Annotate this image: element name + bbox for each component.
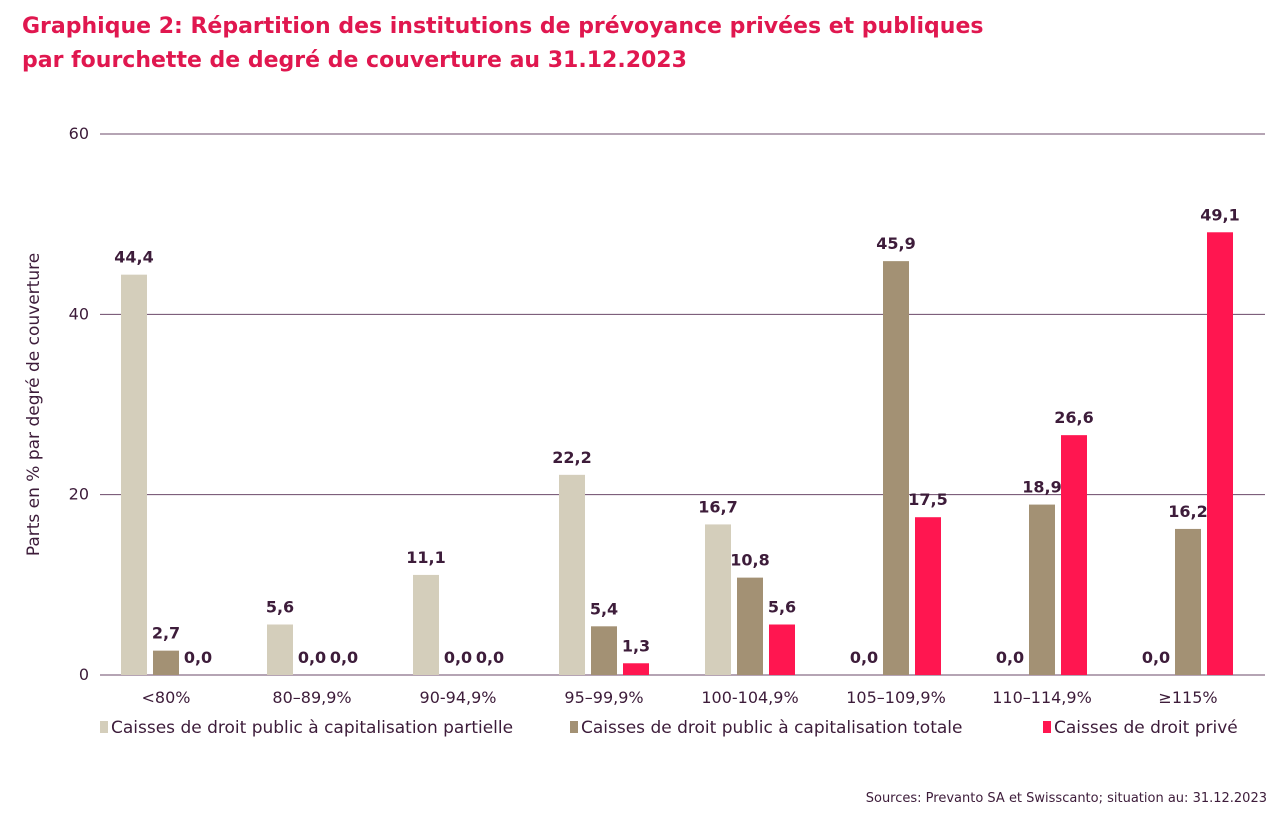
- data-label: 0,0: [444, 648, 472, 667]
- data-label: 0,0: [996, 648, 1024, 667]
- bar: [121, 274, 147, 675]
- bar: [413, 574, 439, 675]
- legend-label: Caisses de droit public à capitalisation…: [581, 718, 962, 738]
- bar: [1061, 435, 1087, 675]
- x-tick-label: <80%: [142, 688, 191, 707]
- bar: [737, 577, 763, 675]
- x-tick-label: ≥115%: [1158, 688, 1217, 707]
- bar: [623, 663, 649, 675]
- x-tick-label: 90-94,9%: [420, 688, 497, 707]
- data-label: 16,2: [1168, 502, 1207, 521]
- chart-title-line1: Graphique 2: Répartition des institution…: [22, 14, 984, 39]
- bar: [883, 261, 909, 675]
- x-tick-label: 80–89,9%: [272, 688, 351, 707]
- y-tick-label: 0: [79, 665, 89, 684]
- data-label: 2,7: [152, 624, 180, 643]
- chart-title-line2: par fourchette de degré de couverture au…: [22, 48, 687, 73]
- bar: [153, 650, 179, 675]
- data-label: 10,8: [730, 551, 769, 570]
- data-label: 5,6: [768, 598, 796, 617]
- source-note: Sources: Prevanto SA et Swisscanto; situ…: [865, 791, 1267, 806]
- bar: [1207, 232, 1233, 675]
- bar: [1029, 504, 1055, 675]
- data-label: 26,6: [1054, 408, 1093, 427]
- x-tick-label: 110–114,9%: [992, 688, 1092, 707]
- bar: [915, 517, 941, 675]
- data-label: 44,4: [114, 248, 153, 267]
- data-label: 5,4: [590, 599, 618, 618]
- legend-label: Caisses de droit privé: [1054, 718, 1238, 738]
- bar: [559, 474, 585, 675]
- y-tick-label: 40: [69, 304, 89, 323]
- data-label: 0,0: [184, 648, 212, 667]
- y-tick-label: 20: [69, 485, 89, 504]
- bar: [1175, 528, 1201, 675]
- legend-swatch: [570, 721, 578, 733]
- chart-title: Graphique 2: Répartition des institution…: [22, 10, 1262, 78]
- x-tick-label: 105–109,9%: [846, 688, 946, 707]
- legend-swatch: [100, 721, 108, 733]
- data-label: 22,2: [552, 448, 591, 467]
- bar: [769, 624, 795, 675]
- legend-label: Caisses de droit public à capitalisation…: [111, 718, 513, 738]
- data-label: 17,5: [908, 490, 947, 509]
- x-tick-label: 95–99,9%: [564, 688, 643, 707]
- data-label: 0,0: [330, 648, 358, 667]
- y-axis-label: Parts en % par degré de couverture: [24, 253, 44, 556]
- bar: [591, 626, 617, 675]
- data-label: 0,0: [298, 648, 326, 667]
- data-label: 49,1: [1200, 205, 1239, 224]
- bar: [267, 624, 293, 675]
- x-tick-label: 100-104,9%: [701, 688, 798, 707]
- y-tick-label: 60: [69, 124, 89, 143]
- data-label: 0,0: [1142, 648, 1170, 667]
- data-label: 0,0: [476, 648, 504, 667]
- data-label: 1,3: [622, 636, 650, 655]
- data-label: 16,7: [698, 497, 737, 516]
- legend-swatch: [1043, 721, 1051, 733]
- data-label: 11,1: [406, 548, 445, 567]
- data-label: 18,9: [1022, 478, 1061, 497]
- data-label: 0,0: [850, 648, 878, 667]
- data-label: 45,9: [876, 234, 915, 253]
- bar: [705, 524, 731, 675]
- data-label: 5,6: [266, 598, 294, 617]
